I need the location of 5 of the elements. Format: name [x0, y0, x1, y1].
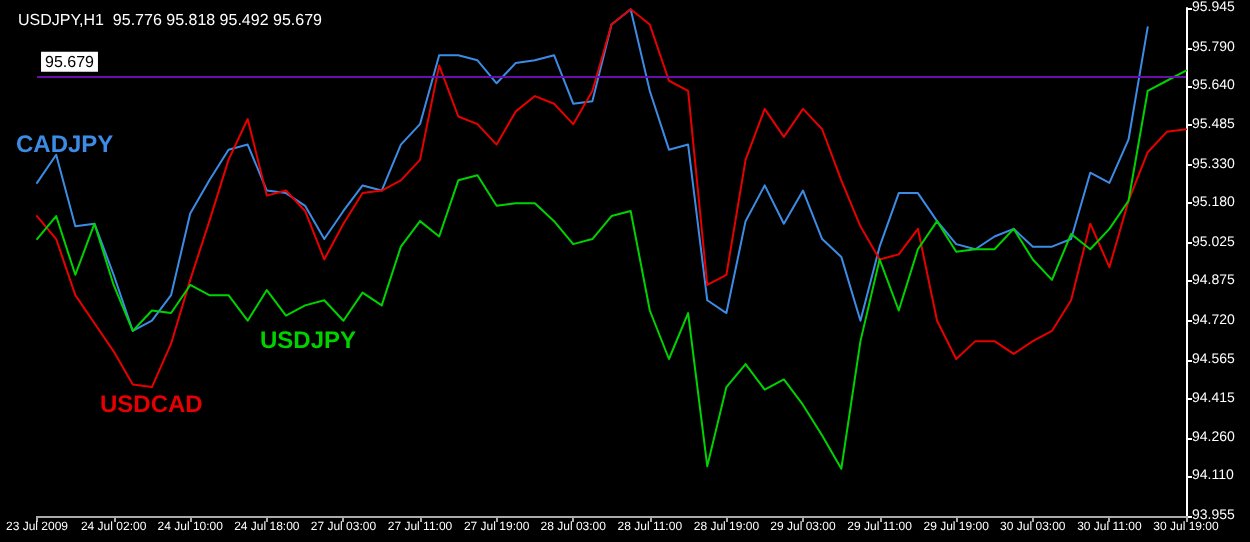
series-label: USDJPY: [260, 326, 357, 354]
ref-line-label: 95.679: [45, 52, 96, 71]
series-label: USDCAD: [100, 390, 204, 418]
chart-title: USDJPY,H1 95.776 95.818 95.492 95.679: [18, 11, 324, 29]
series-label: CADJPY: [16, 130, 114, 158]
